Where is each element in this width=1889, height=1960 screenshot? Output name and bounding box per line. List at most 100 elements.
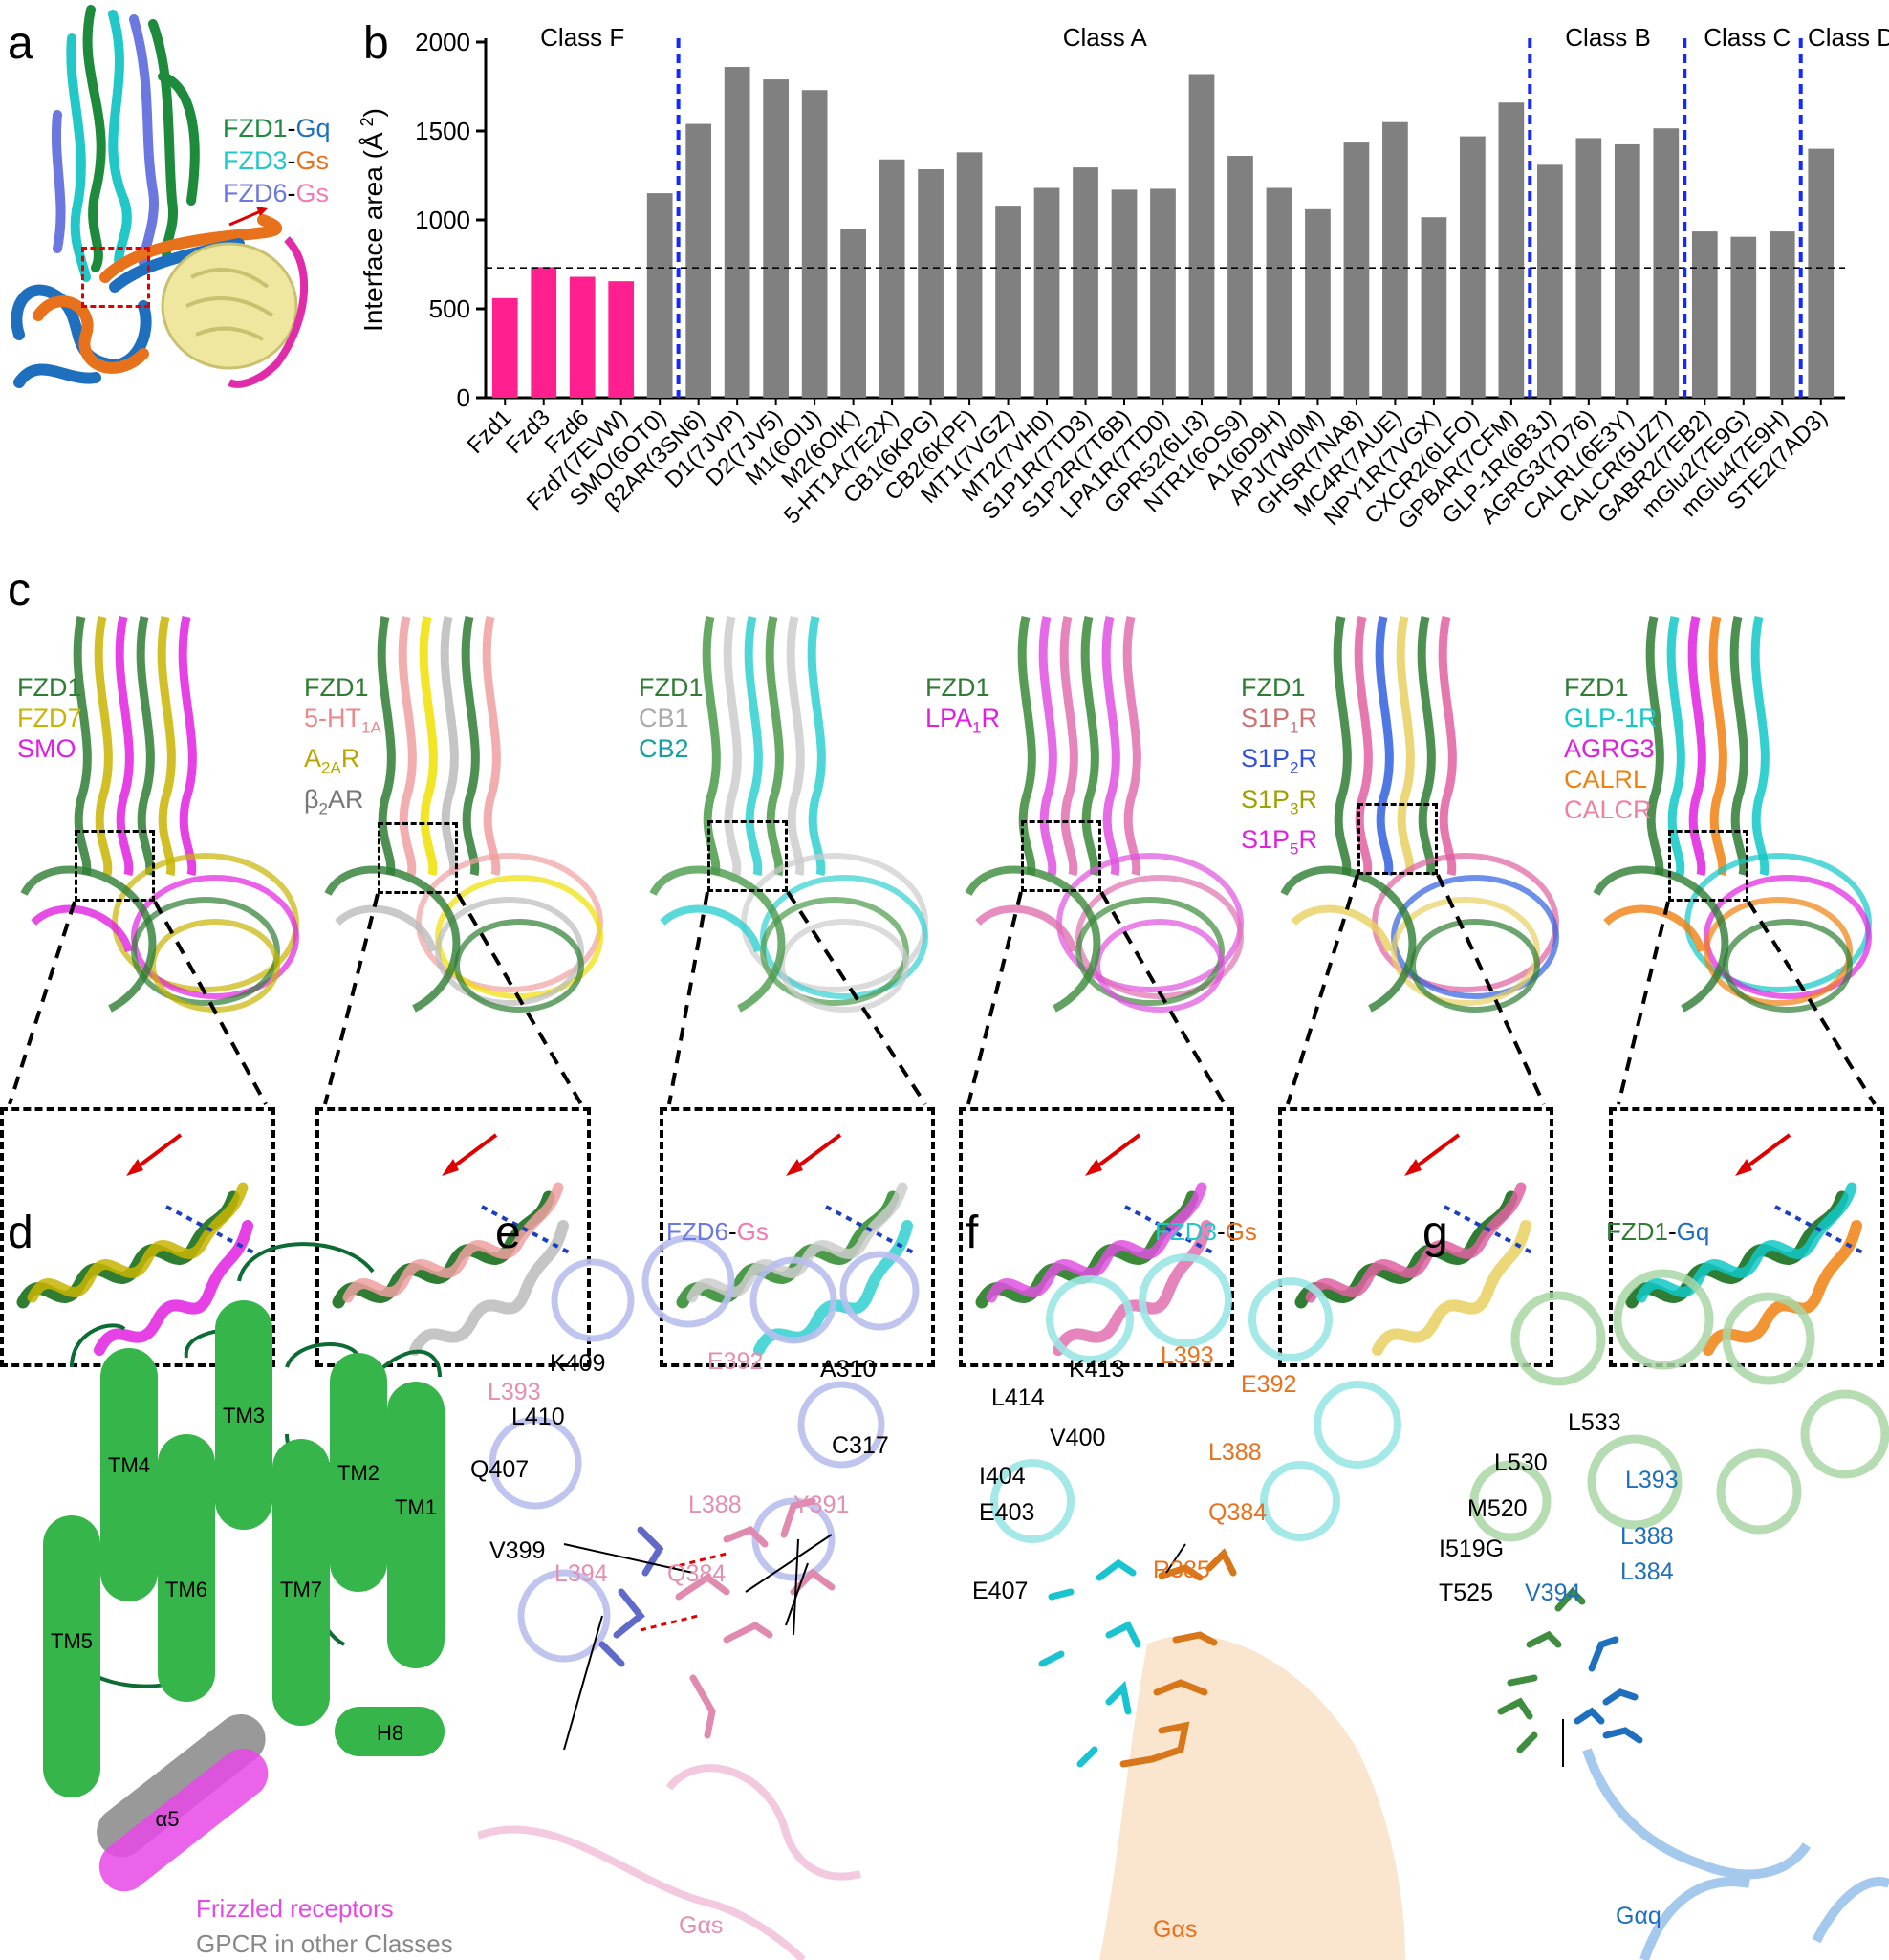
- residue-l410: L410: [511, 1404, 565, 1430]
- panel-c-zoom-box-2: [315, 1107, 591, 1367]
- residue-l394: L394: [554, 1560, 608, 1587]
- panel-g-structure: [1469, 1269, 1889, 1960]
- bar-27: [1498, 102, 1525, 399]
- legend-entry: CALRL: [1564, 765, 1648, 794]
- residue-l393: L393: [488, 1379, 541, 1405]
- class-label-4: Class C: [1704, 23, 1791, 52]
- bar-3: [569, 276, 596, 398]
- legend-fzd6-gs: FZD6-Gs: [223, 179, 330, 207]
- residue-t525: T525: [1439, 1579, 1493, 1606]
- panel-c-selection-box-5: [1357, 803, 1438, 875]
- panel-c-legend-5: FZD1 S1P1R S1P2R S1P3R S1P5R: [1241, 672, 1317, 865]
- panel-label-g: g: [1422, 1208, 1448, 1258]
- residue-l393: L393: [1625, 1467, 1679, 1493]
- panel-c-legend-4: FZD1 LPA1R: [925, 672, 1000, 743]
- class-label-5: Class D: [1808, 23, 1889, 52]
- panel-f-structure: [990, 1253, 1405, 1960]
- bar-23: [1343, 142, 1370, 398]
- legend-entry: SMO: [17, 734, 76, 763]
- legend-entry: S1P3R: [1241, 784, 1318, 818]
- panel-label-c: c: [8, 565, 31, 616]
- panel-f-title: FZD3-Gs: [1155, 1217, 1257, 1246]
- zoomed-helix: [16, 1133, 258, 1356]
- legend-entry: CALCR: [1564, 795, 1652, 824]
- legend-entry: CB2: [639, 734, 689, 763]
- panel-e-title: FZD6-Gs: [666, 1217, 769, 1246]
- legend-entry: S1P1R: [1241, 704, 1318, 737]
- residue-m520: M520: [1467, 1495, 1528, 1522]
- residue-e403: E403: [979, 1499, 1035, 1526]
- tm4-label: TM4: [108, 1453, 150, 1477]
- bar-10: [840, 229, 866, 398]
- residue-k413: K413: [1069, 1356, 1125, 1383]
- bar-15: [1033, 187, 1060, 398]
- legend-other-classes: GPCR in other Classes: [196, 1929, 453, 1958]
- zoomed-helix: [332, 1133, 574, 1356]
- tm6-helix: [158, 1434, 215, 1702]
- tm2-label: TM2: [337, 1461, 380, 1485]
- panel-c-zoom-box-5: [1278, 1107, 1553, 1367]
- bar-14: [995, 206, 1021, 398]
- panel-label-a: a: [8, 18, 33, 69]
- bar-30: [1614, 143, 1640, 398]
- panel-label-f: f: [966, 1208, 979, 1258]
- tm5-helix: [43, 1515, 100, 1797]
- tm1-label: TM1: [395, 1495, 437, 1519]
- class-label-1: Class F: [540, 23, 624, 52]
- panel-label-b: b: [363, 18, 389, 69]
- bar-9: [801, 90, 828, 398]
- bar-26: [1460, 136, 1486, 398]
- legend-entry: 5-HT1A: [304, 704, 381, 737]
- galpha-q-label-g: Gαq: [1616, 1903, 1661, 1929]
- residue-i404: I404: [979, 1463, 1026, 1490]
- tm7-label: TM7: [280, 1578, 322, 1601]
- legend-receptor: FZD6: [223, 179, 288, 207]
- legend-entry: FZD1: [17, 673, 82, 702]
- tm6-label: TM6: [165, 1578, 207, 1601]
- bar-35: [1808, 148, 1835, 398]
- h8-helix: [335, 1707, 445, 1756]
- panel-label-e: e: [495, 1208, 521, 1258]
- y-tick-label: 1500: [415, 117, 470, 145]
- tm5-label: TM5: [51, 1629, 93, 1653]
- y-tick-label: 2000: [415, 28, 470, 56]
- legend-entry: FZD1: [1241, 673, 1306, 702]
- bar-25: [1421, 217, 1447, 398]
- legend-gprotein: Gq: [295, 114, 331, 142]
- panel-c-legend-1: FZD1 FZD7 SMO: [17, 672, 82, 764]
- panel-a-selection-box: [81, 247, 150, 308]
- tm4-helix: [100, 1348, 158, 1601]
- residue-l393: L393: [1161, 1342, 1214, 1369]
- panel-label-d: d: [8, 1208, 33, 1258]
- bar-11: [879, 159, 905, 398]
- residue-l388: L388: [1208, 1439, 1262, 1466]
- tm2-helix: [330, 1353, 387, 1592]
- panel-a-structure: [11, 5, 309, 388]
- legend-entry: FZD1: [925, 673, 990, 702]
- legend-entry: FZD1: [304, 673, 369, 702]
- panel-a-legend: FZD1-Gq FZD3-Gs FZD6-Gs: [223, 112, 331, 209]
- zoomed-helix: [1294, 1133, 1536, 1356]
- bar-1: [491, 297, 518, 398]
- panel-c-selection-box-2: [378, 822, 458, 894]
- residue-l414: L414: [991, 1384, 1045, 1411]
- bar-5: [646, 193, 673, 398]
- panel-c-selection-box-4: [1021, 820, 1101, 892]
- residue-l388: L388: [1620, 1523, 1674, 1550]
- panel-c-legend-2: FZD1 5-HT1A A2AR β2AR: [304, 672, 381, 824]
- bar-16: [1073, 167, 1098, 398]
- h8-label: H8: [377, 1721, 403, 1745]
- legend-entry: FZD1: [639, 673, 704, 702]
- legend-entry: S1P5R: [1241, 825, 1318, 859]
- bar-19: [1188, 74, 1215, 398]
- tm3-label: TM3: [223, 1404, 265, 1427]
- tm7-helix: [272, 1439, 330, 1726]
- residue-l530: L530: [1494, 1449, 1548, 1476]
- bar-6: [685, 123, 712, 398]
- tm1-helix: [387, 1382, 445, 1668]
- alpha5-label: α5: [156, 1807, 180, 1831]
- bar-32: [1691, 231, 1718, 398]
- legend-frizzled: Frizzled receptors: [196, 1894, 394, 1923]
- legend-receptor: FZD1: [223, 114, 288, 142]
- residue-k409: K409: [550, 1350, 606, 1377]
